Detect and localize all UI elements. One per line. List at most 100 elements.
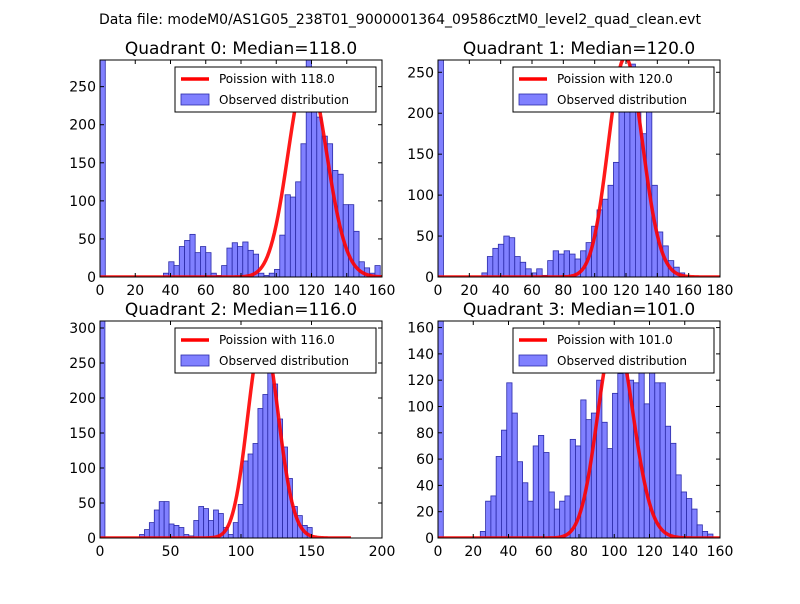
y-tick-label: 150 [69, 426, 96, 442]
histogram-bar [158, 501, 165, 538]
subplot-1: 0 20 40 60 80 100 120 140 160 180 0 50 100 150 200 250 Q… [407, 39, 733, 299]
x-tick-label: 0 [96, 544, 105, 560]
x-tick-label: 80 [232, 283, 250, 299]
x-tick-label: 40 [162, 283, 180, 299]
legend: Poission with 101.0 Observed distribution [512, 327, 715, 374]
x-tick-label: 150 [298, 544, 325, 560]
histogram-bar [613, 161, 620, 277]
histogram-bar [168, 523, 175, 538]
subplot-0: 0 20 40 60 80 100 120 140 160 0 50 100 150 200 250 Quad… [69, 39, 395, 299]
histogram-bar [696, 524, 703, 538]
x-tick-label: 0 [434, 283, 443, 299]
histogram-bar [601, 421, 608, 538]
histogram-bar [503, 235, 510, 277]
histogram-bar [227, 534, 234, 538]
y-tick-label: 160 [407, 321, 434, 337]
poisson-curve [438, 332, 720, 538]
histogram-bar [486, 256, 494, 277]
y-tick-label: 140 [407, 347, 434, 363]
y-tick-label: 60 [416, 452, 434, 468]
histogram-bar [707, 533, 714, 538]
histogram-bar [675, 474, 682, 538]
histogram-bar [203, 508, 209, 538]
histogram-bar [553, 508, 561, 538]
subplot-title: Quadrant 2: Median=116.0 [125, 300, 357, 320]
histogram-bar [257, 408, 264, 538]
x-tick-label: 140 [644, 283, 671, 299]
histogram-bar [508, 237, 516, 277]
histogram-bar [548, 491, 555, 538]
histogram-bar [178, 246, 185, 277]
histogram-bars [438, 321, 714, 538]
histogram-bar [607, 184, 614, 277]
y-tick-label: 20 [416, 505, 434, 521]
legend-bars-label: Observed distribution [219, 354, 349, 368]
histogram-bar [168, 261, 175, 277]
x-tick-label: 120 [613, 283, 640, 299]
legend-bars-label: Observed distribution [219, 93, 349, 107]
histogram-bar [624, 96, 631, 277]
poisson-curve [438, 60, 720, 277]
legend: Poission with 116.0 Observed distribution [174, 327, 377, 374]
legend-curve-label: Poission with 120.0 [557, 72, 673, 86]
histogram-bar [300, 143, 307, 277]
subplot-title: Quadrant 0: Median=118.0 [125, 39, 357, 59]
y-tick-label: 120 [407, 373, 434, 389]
x-tick-label: 50 [162, 544, 180, 560]
x-tick-label: 20 [464, 544, 482, 560]
histogram-bar [506, 382, 513, 538]
x-tick-label: 100 [263, 283, 290, 299]
histogram-bar [268, 272, 275, 277]
y-tick-label: 200 [69, 391, 96, 407]
histogram-bar [438, 321, 444, 538]
histogram-bar [205, 252, 212, 277]
histogram-bar [189, 233, 196, 277]
x-tick-label: 120 [636, 544, 663, 560]
legend-bar-swatch [180, 354, 210, 367]
histogram-bar [612, 392, 619, 538]
histogram-bar [353, 230, 360, 277]
histogram-bar [519, 261, 527, 277]
histogram-bar [252, 443, 259, 538]
y-tick-label: 100 [69, 194, 96, 210]
x-tick-label: 40 [492, 283, 510, 299]
legend-bar-swatch [518, 93, 548, 106]
x-tick-label: 120 [298, 283, 325, 299]
y-tick-label: 100 [407, 399, 434, 415]
y-tick-label: 80 [416, 426, 434, 442]
x-tick-label: 20 [126, 283, 144, 299]
histogram-bar [602, 198, 609, 277]
histogram-bars [100, 321, 313, 538]
histogram-bar [184, 240, 191, 277]
histogram-bar [274, 268, 281, 277]
y-tick-label: 50 [78, 496, 96, 512]
histogram-bar [514, 256, 521, 277]
y-tick-label: 200 [407, 106, 434, 122]
histogram-bar [208, 520, 214, 538]
x-tick-label: 100 [228, 544, 255, 560]
histogram-bar [262, 394, 269, 538]
x-tick-label: 0 [96, 283, 105, 299]
histogram-bar [670, 442, 677, 538]
histogram-bar [213, 509, 219, 538]
histogram-bar [492, 247, 499, 277]
legend-curve-label: Poission with 101.0 [557, 333, 673, 347]
histogram-bar [374, 265, 381, 277]
histogram-bar [532, 445, 539, 538]
y-tick-label: 0 [87, 270, 96, 286]
histogram-bar [686, 498, 693, 538]
x-tick-label: 60 [197, 283, 215, 299]
histogram-bar [258, 272, 265, 277]
x-tick-label: 160 [675, 283, 702, 299]
histogram-bars [100, 60, 381, 277]
histogram-bar [198, 506, 205, 538]
histogram-bar [237, 503, 244, 538]
y-tick-label: 150 [69, 156, 96, 172]
y-tick-label: 100 [407, 188, 434, 204]
x-tick-label: 160 [369, 283, 396, 299]
histogram-bar [691, 508, 698, 538]
legend-bar-swatch [518, 354, 548, 367]
histogram-bar [497, 243, 505, 277]
x-tick-label: 100 [581, 283, 608, 299]
histogram-bar [559, 500, 566, 538]
